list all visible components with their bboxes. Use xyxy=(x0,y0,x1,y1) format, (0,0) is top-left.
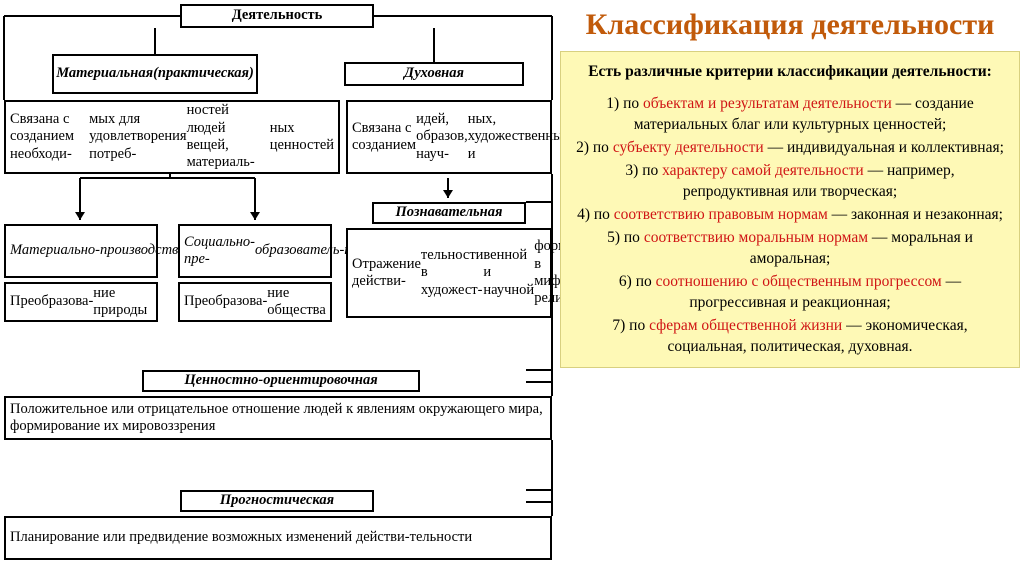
diagram-box-spi_desc: Связана с созданиемидей, образов, науч-н… xyxy=(346,100,552,174)
criteria-item-5: 5) по соответствию моральным нормам — мо… xyxy=(571,228,1009,270)
criteria-num: 6) xyxy=(619,273,632,290)
text-panel: Классификация деятельности Есть различны… xyxy=(556,0,1024,574)
criteria-pre: по xyxy=(632,273,656,290)
criteria-highlight: соответствию моральным нормам xyxy=(644,229,868,246)
criteria-post: — законная и незаконная; xyxy=(828,206,1003,223)
criteria-highlight: соответствию правовым нормам xyxy=(614,206,828,223)
criteria-pre: по xyxy=(625,317,649,334)
criteria-box: Есть различные критерии классификации де… xyxy=(560,51,1020,369)
criteria-list: 1) по объектам и результатам деятельност… xyxy=(571,94,1009,357)
diagram-box-socpre_h: Социально-пре-образователь-ная xyxy=(178,224,332,278)
criteria-post: — индивидуальная и коллективная; xyxy=(764,139,1004,156)
criteria-num: 3) xyxy=(625,162,638,179)
diagram-panel: Деятельность Материальная(практическая) Ду… xyxy=(0,0,556,574)
diagram-box-value_d: Положительное или отрицательное отношени… xyxy=(4,396,552,440)
criteria-item-1: 1) по объектам и результатам деятельност… xyxy=(571,94,1009,136)
criteria-pre: по xyxy=(590,206,614,223)
criteria-item-7: 7) по сферам общественной жизни — эконом… xyxy=(571,316,1009,358)
diagram-box-matprod_h: Материально-производствен-ная xyxy=(4,224,158,278)
criteria-highlight: сферам общественной жизни xyxy=(649,317,842,334)
criteria-item-3: 3) по характеру самой деятельности — нап… xyxy=(571,161,1009,203)
criteria-pre: по xyxy=(638,162,662,179)
criteria-heading: Есть различные критерии классификации де… xyxy=(571,62,1009,83)
criteria-highlight: соотношению с общественным прогрессом xyxy=(656,273,942,290)
criteria-pre: по xyxy=(620,229,644,246)
diagram-box-socpre_d: Преобразова-ние общества xyxy=(178,282,332,322)
criteria-num: 7) xyxy=(612,317,625,334)
diagram-box-mat_desc: Связана с созданием необходи-мых для удо… xyxy=(4,100,340,174)
criteria-highlight: характеру самой деятельности xyxy=(662,162,864,179)
criteria-num: 2) xyxy=(576,139,589,156)
diagram-box-cog_desc: Отражение действи-тельности в художест-в… xyxy=(346,228,552,318)
diagram-box-matprod_d: Преобразова-ние природы xyxy=(4,282,158,322)
diagram-box-root: Деятельность xyxy=(180,4,374,28)
diagram-box-material: Материальная(практическая) xyxy=(52,54,258,94)
diagram-box-cognitive: Познавательная xyxy=(372,202,526,224)
diagram-box-prog_d: Планирование или предвидение возможных и… xyxy=(4,516,552,560)
criteria-pre: по xyxy=(589,139,613,156)
criteria-num: 5) xyxy=(607,229,620,246)
criteria-pre: по xyxy=(619,95,643,112)
criteria-item-6: 6) по соотношению с общественным прогрес… xyxy=(571,272,1009,314)
criteria-item-2: 2) по субъекту деятельности — индивидуал… xyxy=(571,138,1009,159)
criteria-num: 4) xyxy=(577,206,590,223)
criteria-highlight: объектам и результатам деятельности xyxy=(643,95,892,112)
criteria-highlight: субъекту деятельности xyxy=(613,139,764,156)
diagram-box-spiritual: Духовная xyxy=(344,62,524,86)
criteria-item-4: 4) по соответствию правовым нормам — зак… xyxy=(571,205,1009,226)
diagram-box-prog_h: Прогностическая xyxy=(180,490,374,512)
criteria-num: 1) xyxy=(606,95,619,112)
diagram-box-value_h: Ценностно-ориентировочная xyxy=(142,370,420,392)
page-title: Классификация деятельности xyxy=(556,0,1024,49)
